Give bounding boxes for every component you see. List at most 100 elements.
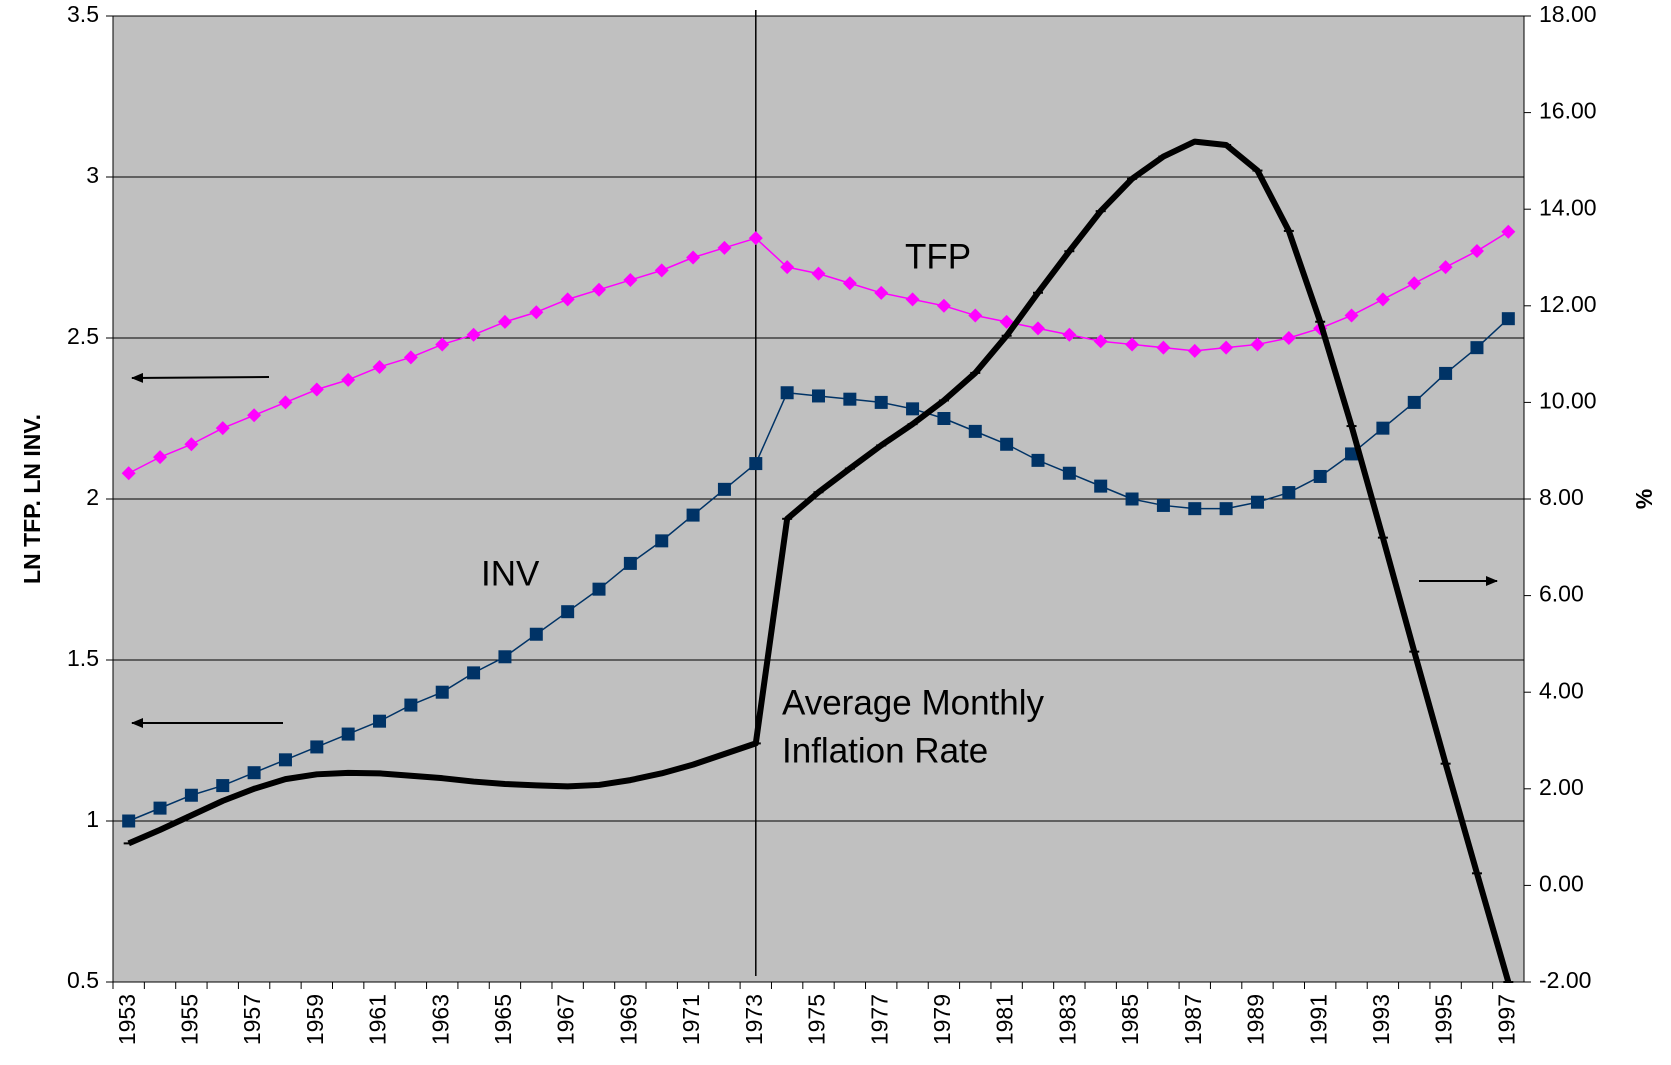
data-point	[529, 305, 544, 320]
x-tick-label: 1991	[1305, 994, 1331, 1045]
data-point	[812, 389, 825, 403]
y2-tick-label: 14.00	[1539, 194, 1597, 220]
y-tick-label: 3.5	[67, 1, 99, 27]
data-point	[811, 266, 826, 281]
data-point	[1345, 447, 1359, 461]
data-point	[373, 714, 387, 728]
y2-tick-label: 4.00	[1539, 677, 1584, 703]
data-point	[592, 282, 607, 297]
data-point	[1282, 486, 1296, 500]
data-point	[184, 437, 199, 452]
data-point	[467, 666, 481, 680]
data-point	[906, 402, 920, 416]
data-point	[1125, 492, 1139, 506]
x-tick-label: 1977	[866, 994, 892, 1045]
data-point	[309, 382, 324, 397]
data-point	[1344, 308, 1359, 323]
data-point	[686, 250, 701, 265]
data-point	[1062, 466, 1076, 480]
data-point	[748, 231, 763, 246]
data-point	[874, 395, 888, 409]
y-tick-label: 1.5	[67, 645, 99, 671]
x-tick-label: 1995	[1431, 994, 1457, 1045]
x-tick-label: 1975	[804, 994, 830, 1045]
data-point	[1281, 331, 1296, 345]
data-point	[121, 466, 136, 481]
y2-tick-label: 6.00	[1539, 581, 1584, 607]
y-tick-label: 0.5	[67, 967, 99, 993]
x-tick-label: 1969	[615, 994, 641, 1045]
data-point	[1250, 337, 1265, 352]
data-point	[1219, 340, 1234, 355]
data-point	[1156, 498, 1170, 512]
data-point	[404, 698, 418, 712]
data-point	[1470, 341, 1484, 355]
y-tick-label: 2.5	[67, 323, 99, 349]
data-point	[717, 482, 731, 496]
data-point	[1313, 469, 1327, 483]
y2-tick-label: 12.00	[1539, 291, 1597, 317]
data-point	[1407, 395, 1421, 409]
data-point	[498, 650, 512, 664]
x-tick-label: 1971	[678, 994, 704, 1045]
data-point	[1376, 421, 1390, 435]
data-point	[654, 263, 669, 278]
data-point	[1093, 334, 1108, 349]
series-annotation: TFP	[905, 237, 971, 276]
x-tick-label: 1963	[427, 994, 453, 1045]
data-point	[403, 350, 418, 365]
data-point	[216, 779, 230, 793]
data-point	[153, 801, 167, 815]
data-point	[497, 314, 512, 329]
data-point	[842, 276, 857, 291]
data-point	[936, 298, 951, 313]
data-point	[435, 337, 450, 352]
data-point	[435, 685, 449, 699]
data-point	[1030, 321, 1045, 336]
series-annotation: INV	[481, 554, 540, 593]
data-point	[247, 766, 261, 780]
data-point	[560, 292, 575, 307]
y-tick-label: 1	[86, 806, 99, 832]
data-point	[466, 327, 481, 342]
x-tick-label: 1985	[1117, 994, 1143, 1045]
data-point	[780, 260, 795, 275]
data-point	[529, 627, 543, 641]
x-tick-label: 1979	[929, 994, 955, 1045]
data-point	[937, 412, 951, 425]
y-axis-title: LN TFP. LN INV.	[19, 414, 45, 584]
data-point	[1438, 260, 1453, 275]
data-point	[278, 395, 293, 410]
data-point	[1250, 495, 1264, 509]
data-point	[623, 273, 638, 288]
y2-tick-label: 18.00	[1539, 1, 1597, 27]
data-point	[905, 292, 920, 307]
data-point	[1375, 292, 1390, 307]
data-point	[1219, 502, 1233, 516]
data-point	[153, 450, 168, 465]
y2-tick-label: 2.00	[1539, 774, 1584, 800]
data-point	[623, 556, 637, 570]
x-tick-label: 1959	[302, 994, 328, 1045]
data-point	[1188, 502, 1202, 516]
data-point	[372, 359, 387, 374]
data-point	[215, 421, 230, 436]
y-tick-label: 2	[86, 484, 99, 510]
data-point	[247, 408, 262, 423]
y2-axis-title: %	[1631, 489, 1657, 509]
y2-tick-label: 0.00	[1539, 870, 1584, 896]
data-point	[968, 308, 983, 323]
data-point	[1187, 343, 1202, 358]
data-point	[278, 753, 292, 767]
y2-tick-label: 16.00	[1539, 98, 1597, 124]
data-point	[843, 392, 857, 406]
data-point	[1501, 312, 1515, 326]
y-tick-label: 3	[86, 162, 99, 188]
x-tick-label: 1955	[176, 994, 202, 1045]
data-point	[1000, 437, 1014, 451]
data-point	[1469, 244, 1484, 259]
y2-tick-label: 10.00	[1539, 387, 1597, 413]
series-annotation: Average Monthly	[782, 683, 1045, 722]
data-point	[1062, 327, 1077, 342]
